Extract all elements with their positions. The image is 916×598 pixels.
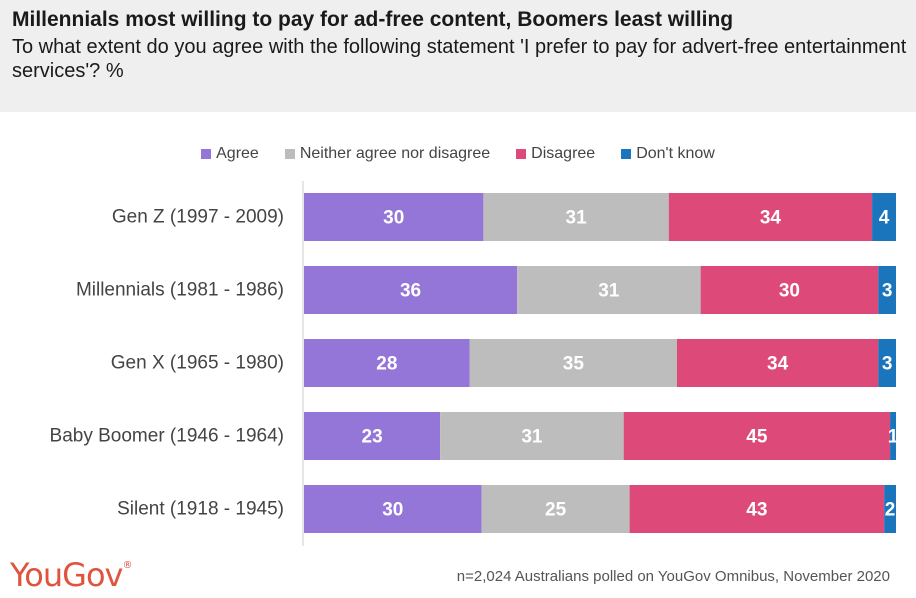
legend-label-dont-know: Don't know	[636, 145, 715, 162]
data-label: 28	[376, 354, 397, 375]
data-label: 34	[767, 354, 789, 375]
data-label: 34	[760, 208, 782, 229]
data-label: 23	[362, 427, 383, 448]
bar-neither-agree-nor-disagree	[517, 266, 701, 314]
legend-item-disagree: Disagree	[516, 144, 595, 164]
bar-don-t-know	[878, 339, 896, 387]
legend-item-dont-know: Don't know	[621, 144, 715, 164]
data-label: 35	[563, 354, 585, 375]
bar-don-t-know	[884, 485, 896, 533]
legend-item-agree: Agree	[201, 144, 259, 164]
data-label: 4	[879, 208, 890, 229]
logo-text: YouGov	[10, 556, 123, 594]
yougov-logo: YouGov®	[10, 556, 132, 594]
bar-neither-agree-nor-disagree	[481, 485, 630, 533]
bar-neither-agree-nor-disagree	[483, 193, 669, 241]
registered-mark-icon: ®	[122, 560, 132, 571]
legend-label-disagree: Disagree	[531, 145, 596, 162]
legend-swatch-agree	[201, 149, 212, 159]
bar-agree	[304, 266, 518, 314]
legend-swatch-dont-know	[621, 149, 632, 159]
bar-neither-agree-nor-disagree	[440, 412, 624, 460]
legend-swatch-neither	[284, 149, 295, 159]
data-label: 3	[882, 354, 893, 375]
bar-neither-agree-nor-disagree	[469, 339, 677, 387]
bar-agree	[304, 412, 441, 460]
data-label: 2	[885, 500, 896, 521]
data-label: 31	[598, 281, 620, 302]
bar-disagree	[623, 412, 891, 460]
category-label: Millennials (1981 - 1986)	[76, 280, 284, 301]
data-label: 45	[746, 427, 768, 448]
footnote: n=2,024 Australians polled on YouGov Omn…	[456, 568, 890, 585]
data-label: 31	[566, 208, 588, 229]
bar-agree	[304, 193, 484, 241]
bar-don-t-know	[890, 412, 896, 460]
data-label: 31	[521, 427, 543, 448]
data-label: 36	[400, 281, 421, 302]
legend-item-neither: Neither agree nor disagree	[284, 144, 491, 164]
data-label: 30	[382, 500, 403, 521]
category-label: Baby Boomer (1946 - 1964)	[50, 426, 284, 447]
bar-disagree	[668, 193, 873, 241]
bar-agree	[304, 339, 470, 387]
data-label: 43	[746, 500, 767, 521]
bar-disagree	[676, 339, 879, 387]
chart-title: Millennials most willing to pay for ad-f…	[12, 8, 734, 31]
category-label: Silent (1918 - 1945)	[117, 499, 284, 520]
category-label: Gen X (1965 - 1980)	[111, 353, 284, 374]
header-panel: Millennials most willing to pay for ad-f…	[0, 0, 916, 112]
bar-disagree	[629, 485, 885, 533]
bar-don-t-know	[878, 266, 896, 314]
data-label: 30	[779, 281, 800, 302]
category-label: Gen Z (1997 - 2009)	[112, 207, 284, 228]
chart-subtitle: To what extent do you agree with the fol…	[12, 36, 907, 82]
data-label: 1	[888, 427, 899, 448]
bar-disagree	[700, 266, 879, 314]
legend-swatch-disagree	[516, 149, 527, 159]
legend-label-agree: Agree	[216, 145, 259, 162]
legend: Agree Neither agree nor disagree Disagre…	[0, 144, 916, 164]
bar-don-t-know	[872, 193, 896, 241]
data-label: 3	[882, 281, 893, 302]
legend-label-neither: Neither agree nor disagree	[299, 145, 491, 162]
data-label: 25	[545, 500, 567, 521]
bar-agree	[304, 485, 482, 533]
data-label: 30	[383, 208, 404, 229]
